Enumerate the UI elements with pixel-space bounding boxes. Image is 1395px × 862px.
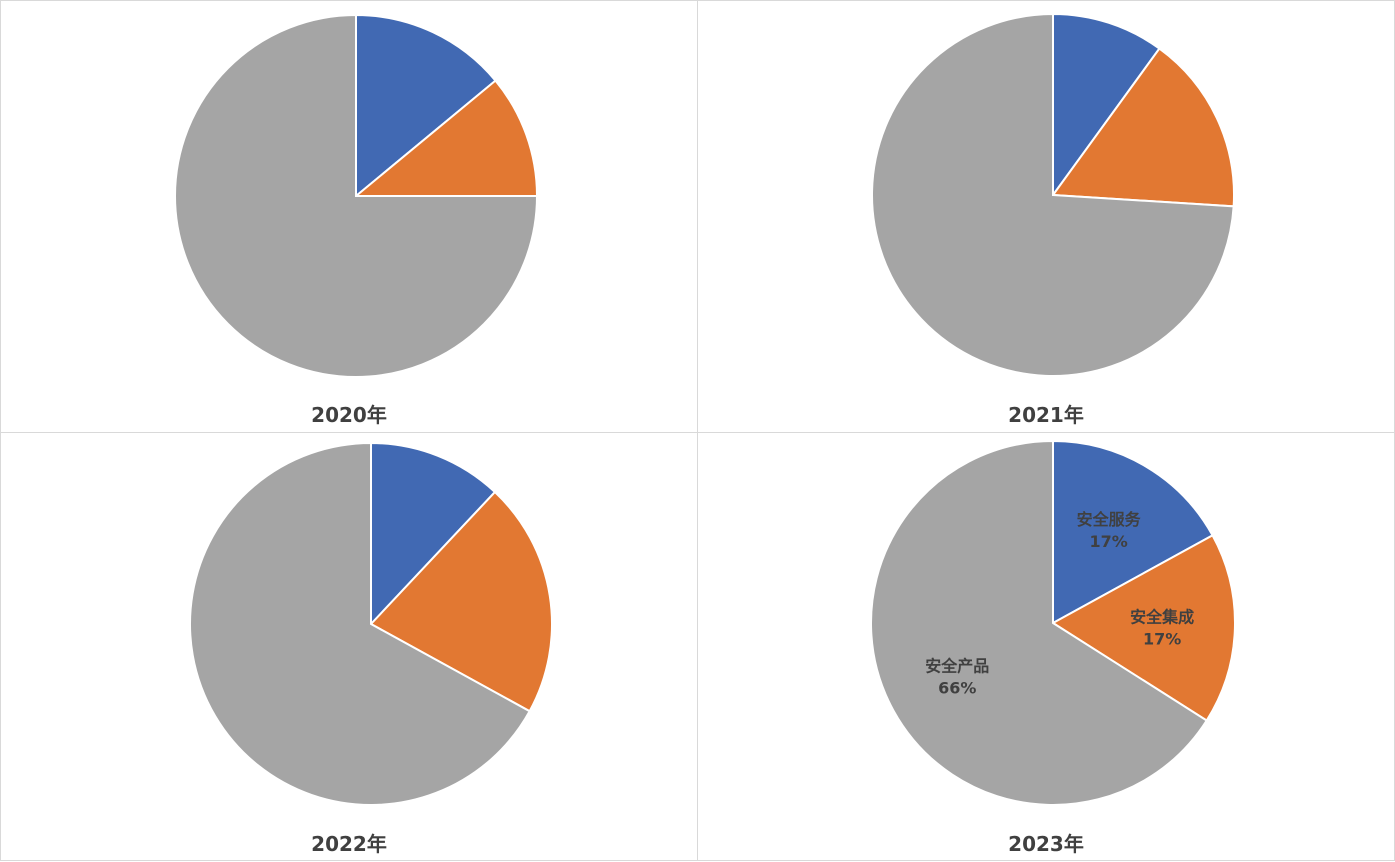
pie-slice-security-product <box>870 439 1209 806</box>
pie-slice-security-integration <box>1051 533 1236 722</box>
pie-chart-2020 <box>174 13 539 378</box>
pie-slice-security-integration <box>353 79 539 197</box>
chart-title-2023: 2023年 <box>1008 832 1084 856</box>
chart-title-2020: 2020年 <box>311 403 387 427</box>
pie-slice-security-service <box>370 441 497 627</box>
slice-label-percent: 66% <box>938 679 976 698</box>
chart-title-2021: 2021年 <box>1008 403 1084 427</box>
pie-slice-security-integration <box>1051 47 1235 208</box>
chart-panel-2023: 安全服务 17% 安全集成 17% 安全产品 66% 2023年 <box>697 432 1395 861</box>
slice-label-percent: 17% <box>1089 532 1127 551</box>
pie-chart-2022 <box>189 441 553 806</box>
slice-label-category: 安全产品 <box>925 657 989 676</box>
pie-slice-security-integration <box>369 490 553 713</box>
chart-title-2022: 2022年 <box>311 832 387 856</box>
slice-label-percent: 17% <box>1143 629 1181 648</box>
pie-slice-security-product <box>174 13 539 378</box>
slice-label-category: 安全集成 <box>1130 607 1194 626</box>
pie-slice-security-service <box>1052 12 1161 199</box>
chart-panel-2020: 2020年 <box>0 0 698 433</box>
pie-chart-2023: 安全服务 17% 安全集成 17% 安全产品 66% <box>870 439 1236 806</box>
pie-chart-2021 <box>871 12 1235 377</box>
pie-slice-security-product <box>189 441 531 806</box>
slice-label-category: 安全服务 <box>1077 510 1142 529</box>
pie-slice-security-service <box>355 13 497 199</box>
pie-slice-security-service <box>1052 439 1214 625</box>
chart-panel-2022: 2022年 <box>0 432 698 861</box>
chart-panel-2021: 2021年 <box>697 0 1395 433</box>
pie-slice-security-product <box>871 12 1235 377</box>
